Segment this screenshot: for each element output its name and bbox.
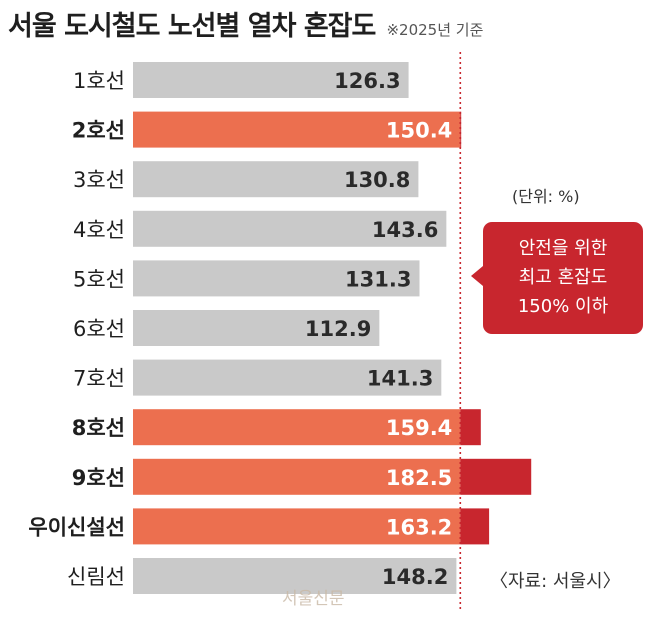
chart-header: 서울 도시철도 노선별 열차 혼잡도 ※2025년 기준 xyxy=(8,4,483,44)
category-label-5: 6호선 xyxy=(73,317,125,341)
category-label-4: 5호선 xyxy=(73,267,125,291)
bar-base-1 xyxy=(133,111,461,148)
safety-threshold-callout: 안전을 위한 최고 혼잡도 150% 이하 xyxy=(471,222,643,334)
category-label-8: 9호선 xyxy=(72,466,125,490)
value-label-10: 148.2 xyxy=(382,565,448,589)
bar-3 xyxy=(133,210,447,247)
category-label-10: 신림선 xyxy=(67,565,125,589)
callout-line-1: 안전을 위한 xyxy=(518,238,608,259)
bar-0 xyxy=(133,62,409,98)
callout-line-2: 최고 혼잡도 xyxy=(518,267,608,288)
bar-5 xyxy=(133,310,380,346)
bar-base-9 xyxy=(133,508,461,545)
category-label-6: 7호선 xyxy=(73,367,125,391)
unit-label: (단위: %) xyxy=(512,187,580,206)
bar-4 xyxy=(133,260,420,297)
bar-base-8 xyxy=(133,458,461,495)
bar-base-7 xyxy=(133,409,461,446)
bar-excess-1 xyxy=(460,111,462,148)
value-label-4: 131.3 xyxy=(345,267,411,291)
value-label-5: 112.9 xyxy=(305,317,371,341)
value-label-8: 182.5 xyxy=(386,466,452,490)
value-label-6: 141.3 xyxy=(367,367,433,391)
category-label-2: 3호선 xyxy=(73,168,125,192)
bar-2 xyxy=(133,161,419,198)
bar-excess-7 xyxy=(460,409,481,446)
value-label-0: 126.3 xyxy=(334,69,400,93)
category-label-7: 8호선 xyxy=(72,416,125,440)
category-label-0: 1호선 xyxy=(73,69,125,93)
category-label-3: 4호선 xyxy=(73,218,125,242)
chart-title: 서울 도시철도 노선별 열차 혼잡도 xyxy=(8,11,376,42)
category-label-9: 우이신설선 xyxy=(28,515,125,539)
publisher-watermark: 서울신문 xyxy=(282,589,345,609)
source-note: 〈자료: 서울시〉 xyxy=(490,571,621,592)
value-label-3: 143.6 xyxy=(372,218,438,242)
value-label-2: 130.8 xyxy=(344,168,410,192)
category-label-1: 2호선 xyxy=(72,119,125,143)
bar-10 xyxy=(133,558,457,594)
bar-6 xyxy=(133,359,442,396)
value-label-1: 150.4 xyxy=(386,119,452,143)
bar-excess-9 xyxy=(460,508,490,545)
year-note: ※2025년 기준 xyxy=(386,21,484,39)
value-label-9: 163.2 xyxy=(386,515,452,539)
bar-excess-8 xyxy=(460,458,532,495)
value-label-7: 159.4 xyxy=(386,416,452,440)
callout-line-3: 150% 이하 xyxy=(517,296,609,317)
